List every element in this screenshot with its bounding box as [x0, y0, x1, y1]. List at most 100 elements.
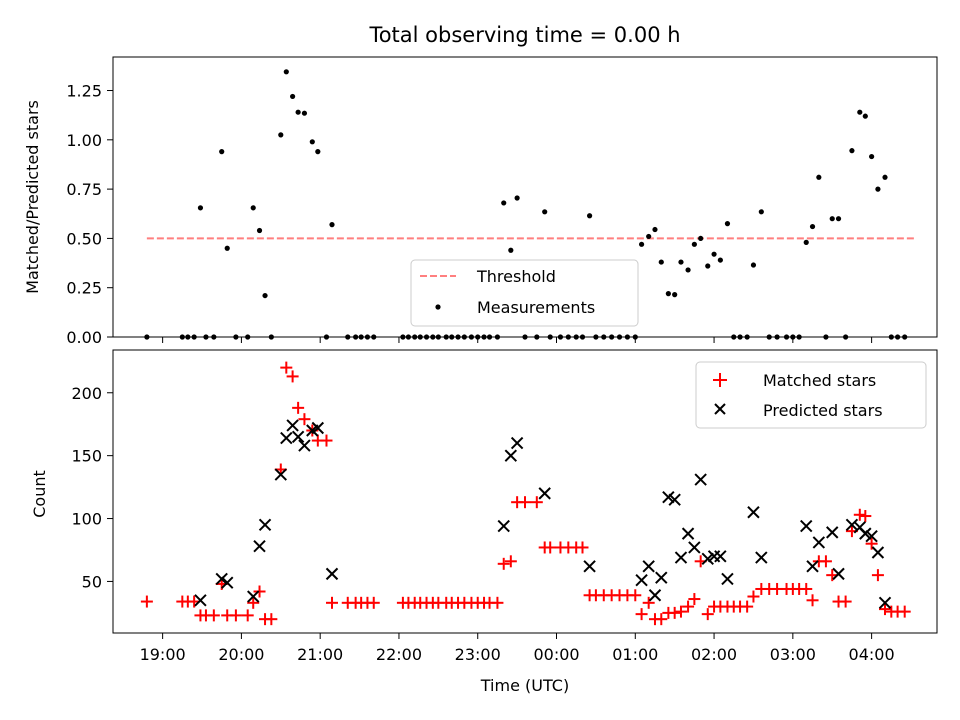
legend-threshold-label: Threshold: [476, 267, 556, 286]
predicted-star-point: [668, 493, 681, 506]
top-y-tick-label: 0.50: [66, 229, 102, 248]
measurement-point: [290, 93, 296, 100]
top-y-tick-label: 1.25: [66, 82, 102, 101]
measurement-point: [309, 139, 315, 145]
x-tick-label: 21:00: [297, 645, 343, 664]
matched-star-point: [871, 569, 884, 582]
predicted-star-point: [655, 571, 668, 584]
matched-star-point: [325, 596, 338, 609]
matched-star-point: [819, 555, 832, 568]
measurement-point: [857, 109, 863, 115]
top-y-tick-label: 1.00: [66, 131, 102, 150]
measurement-point: [665, 291, 671, 297]
top-panel: 0.00 0.25 0.50 0.75 1.00 1.25 Matched/Predict…: [23, 56, 938, 347]
measurement-point: [315, 149, 321, 155]
predicted-star-point: [538, 487, 551, 500]
top-plot-area: [144, 69, 915, 340]
matched-star-point: [806, 594, 819, 607]
predicted-star-point: [247, 590, 260, 603]
x-tick-label: 01:00: [612, 645, 658, 664]
predicted-star-point: [642, 560, 655, 573]
predicted-star-point: [662, 490, 675, 504]
x-tick-label: 04:00: [849, 645, 895, 664]
matched-star-point: [229, 609, 242, 622]
predicted-star-point: [832, 567, 845, 581]
measurement-point: [862, 113, 868, 119]
matched-star-point: [280, 361, 293, 374]
measurement-point: [658, 259, 664, 265]
top-y-axis-label: Matched/Predicted stars: [23, 100, 42, 294]
measurement-point: [586, 213, 593, 219]
matched-star-point: [642, 596, 655, 609]
predicted-star-point: [286, 419, 299, 432]
bottom-y-axis-label: Count: [30, 470, 49, 518]
measurement-point: [256, 227, 263, 234]
predicted-star-point: [878, 596, 892, 610]
measurement-point: [278, 132, 284, 138]
predicted-star-point: [258, 518, 272, 532]
measurement-point: [250, 205, 256, 211]
measurement-point: [717, 257, 723, 263]
measurement-point: [301, 110, 308, 116]
bottom-plot-area: [140, 361, 911, 626]
matched-star-point: [367, 596, 380, 609]
measurement-point: [698, 235, 704, 242]
measurement-point: [224, 245, 230, 251]
measurement-point: [501, 200, 507, 206]
matched-star-point: [504, 555, 517, 568]
legend-measurements-label: Measurements: [477, 298, 595, 317]
predicted-star-point: [865, 529, 878, 543]
legend-predicted-label: Predicted stars: [763, 401, 883, 420]
measurement-point: [638, 241, 645, 247]
bottom-x-axis: 19:00 20:00 21:00 22:00 23:00 00:00 01:00 02:00…: [140, 633, 895, 664]
x-tick-label: 19:00: [140, 645, 186, 664]
matched-star-point: [853, 508, 866, 521]
matched-star-point: [140, 595, 153, 608]
matched-star-point: [253, 585, 266, 598]
top-y-tick-label: 0.75: [66, 180, 102, 199]
predicted-star-point: [325, 567, 339, 581]
x-tick-label: 02:00: [691, 645, 737, 664]
measurement-point: [803, 239, 809, 245]
predicted-star-point: [812, 536, 826, 549]
matched-star-point: [497, 557, 510, 570]
measurement-point: [750, 262, 757, 268]
measurement-point: [219, 149, 225, 155]
measurement-point: [869, 153, 875, 160]
matched-star-point: [741, 600, 754, 613]
measurement-point: [724, 221, 731, 227]
matched-star-point: [207, 609, 220, 622]
predicted-star-point: [871, 546, 885, 559]
measurement-point: [816, 174, 822, 180]
predicted-star-point: [583, 560, 596, 573]
predicted-star-point: [721, 572, 734, 586]
measurement-point: [711, 251, 717, 257]
predicted-star-point: [311, 421, 325, 435]
measurement-point: [262, 292, 268, 299]
predicted-star-point: [497, 519, 510, 533]
matched-star-point: [674, 605, 687, 618]
predicted-star-point: [826, 526, 839, 539]
measurement-point: [678, 259, 684, 265]
matched-star-point: [865, 537, 878, 550]
top-y-axis: 0.00 0.25 0.50 0.75 1.00 1.25: [66, 82, 113, 347]
measurement-point: [685, 267, 691, 273]
top-axes-frame: [112, 56, 938, 338]
matched-star-point: [839, 595, 852, 608]
predicted-star-point: [747, 506, 760, 519]
predicted-star-point: [635, 573, 648, 587]
matched-star-point: [635, 608, 648, 621]
matched-star-point: [298, 413, 311, 426]
measurement-point: [652, 226, 658, 233]
matched-star-point: [241, 609, 254, 622]
predicted-star-point: [806, 560, 819, 573]
top-y-tick-label: 0.25: [66, 279, 102, 298]
measurement-point: [514, 195, 520, 201]
measurement-point: [835, 216, 842, 222]
legend-matched-swatch: [713, 373, 727, 387]
matched-star-point: [286, 370, 299, 383]
legend-measurements-swatch: [435, 304, 441, 310]
x-axis-label: Time (UTC): [480, 676, 569, 695]
